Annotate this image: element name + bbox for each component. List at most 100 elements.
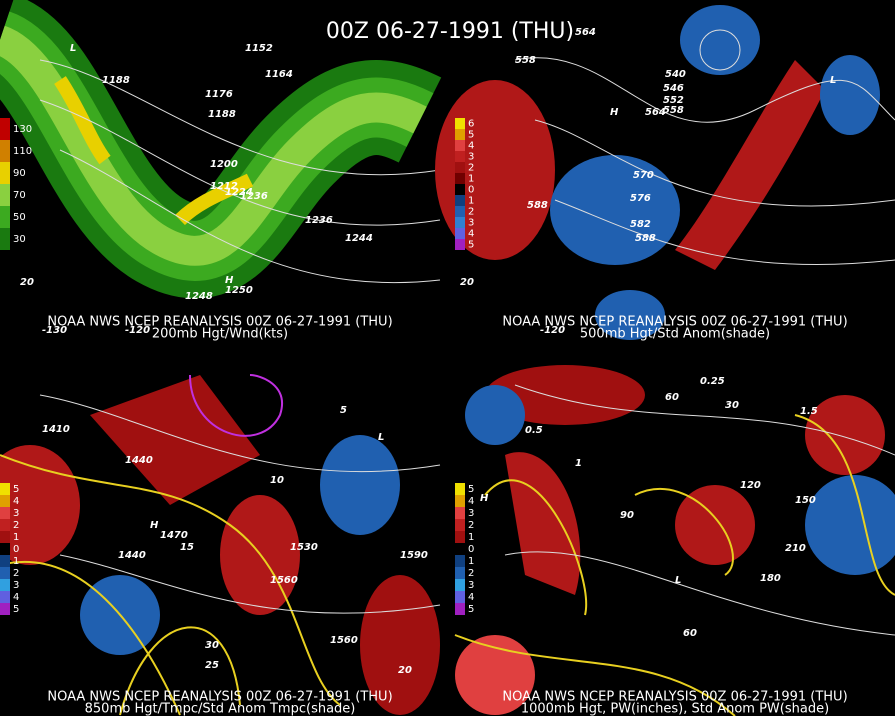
legend-label: 4 — [13, 496, 19, 507]
legend-label: 4 — [13, 592, 19, 603]
caption-line: 1000mb Hgt, PW(inches), Std Anom PW(shad… — [521, 702, 829, 716]
caption-line: 500mb Hgt/Std Anom(shade) — [580, 327, 770, 342]
legend-label: 0 — [468, 544, 474, 555]
anomaly — [550, 155, 680, 265]
legend-swatch — [455, 239, 465, 250]
contour-label: H — [480, 493, 489, 504]
anomaly — [435, 80, 555, 260]
contour-label: 1164 — [265, 69, 293, 80]
contour-label: 1.5 — [800, 406, 818, 417]
contour-label: 588 — [527, 200, 548, 211]
contour-label: 20 — [20, 277, 34, 288]
anomaly — [675, 60, 825, 270]
legend-swatch — [455, 195, 465, 206]
legend-swatch — [455, 217, 465, 228]
contour — [454, 414, 895, 716]
contour-label: H — [610, 107, 619, 118]
legend-swatch — [0, 495, 10, 507]
contour-label: 1250 — [225, 285, 253, 296]
legend-swatch — [455, 519, 465, 531]
contour-label: H — [225, 275, 234, 286]
legend-label: 50 — [13, 212, 26, 223]
contour-label: 1560 — [330, 635, 358, 646]
contour-label: 1188 — [208, 109, 236, 120]
anomaly — [595, 290, 665, 340]
legend-label: 2 — [468, 163, 474, 174]
legend-label: 3 — [468, 580, 474, 591]
legend-label: 0 — [468, 185, 474, 196]
legend-swatch — [0, 591, 10, 603]
legend-swatch — [455, 495, 465, 507]
legend-swatch — [455, 151, 465, 162]
jet-band — [0, 25, 427, 266]
contour-label: 540 — [665, 69, 686, 80]
legend-label: 1 — [468, 174, 474, 185]
contour-label: 1590 — [400, 550, 428, 561]
contour-label: 1560 — [270, 575, 298, 586]
contour-label: 588 — [635, 233, 656, 244]
legend-label: 4 — [468, 592, 474, 603]
contour-label: -120 — [540, 325, 565, 336]
contour-label: 30 — [725, 400, 739, 411]
contour-label: 1200 — [210, 159, 238, 170]
legend-swatch — [455, 162, 465, 173]
legend-label: 5 — [468, 240, 474, 251]
anomaly — [805, 395, 885, 475]
legend-label: 30 — [13, 234, 26, 245]
contour-label: 1440 — [125, 455, 153, 466]
legend-label: 3 — [13, 580, 19, 591]
legend-swatch — [455, 507, 465, 519]
legend-swatch — [455, 118, 465, 129]
legend-label: 2 — [468, 520, 474, 531]
contour-label: 150 — [795, 495, 816, 506]
contour-label: 1470 — [160, 530, 188, 541]
legend-label: 2 — [13, 568, 19, 579]
contour-label: 1224 — [225, 187, 253, 198]
map-title: 00Z 06-27-1991 (THU) — [326, 19, 574, 44]
contour-label: 25 — [205, 660, 219, 671]
legend-label: 2 — [468, 568, 474, 579]
contour-label: 582 — [630, 219, 651, 230]
legend-swatch — [0, 507, 10, 519]
contour-label: 20 — [398, 665, 412, 676]
legend-label: 4 — [468, 229, 474, 240]
caption-line: NOAA NWS NCEP REANALYSIS 00Z 06-27-1991 … — [502, 690, 847, 705]
legend-swatch — [0, 206, 10, 228]
caption-line: 200mb Hgt/Wnd(kts) — [152, 327, 288, 342]
legend-label: 5 — [468, 130, 474, 141]
legend-label: 3 — [13, 508, 19, 519]
contour-label: 5 — [340, 405, 347, 416]
contour-label: -120 — [125, 325, 150, 336]
legend-label: 5 — [468, 604, 474, 615]
contour-label: 1152 — [245, 43, 273, 54]
legend-swatch — [455, 555, 465, 567]
panel-200mb: 1152116411761188120012121224123612481188… — [0, 0, 442, 342]
contour-label: 120 — [740, 480, 761, 491]
legend-label: 0 — [13, 544, 19, 555]
anomaly — [90, 375, 260, 505]
legend-swatch — [0, 579, 10, 591]
contour-label: 1188 — [102, 75, 130, 86]
legend-swatch — [0, 519, 10, 531]
contour-label: 558 — [515, 55, 536, 66]
legend-swatch — [0, 555, 10, 567]
contour-label: 1212 — [210, 181, 238, 192]
anomaly — [320, 435, 400, 535]
legend-label: 4 — [468, 496, 474, 507]
legend-swatch — [455, 184, 465, 195]
contour — [39, 394, 441, 614]
legend-swatch — [455, 228, 465, 239]
legend-swatch — [455, 591, 465, 603]
legend-swatch — [0, 567, 10, 579]
contour-label: H — [150, 520, 159, 531]
panel-500mb: 558564540546552558564570576582588588HL-1… — [435, 0, 895, 342]
contour-label: 1440 — [118, 550, 146, 561]
contour — [39, 59, 441, 284]
legend-label: 110 — [13, 146, 32, 157]
anomaly — [675, 485, 755, 565]
contour-label: 570 — [633, 170, 654, 181]
legend-swatch — [0, 483, 10, 495]
legend-swatch — [455, 531, 465, 543]
anomaly — [505, 452, 581, 595]
